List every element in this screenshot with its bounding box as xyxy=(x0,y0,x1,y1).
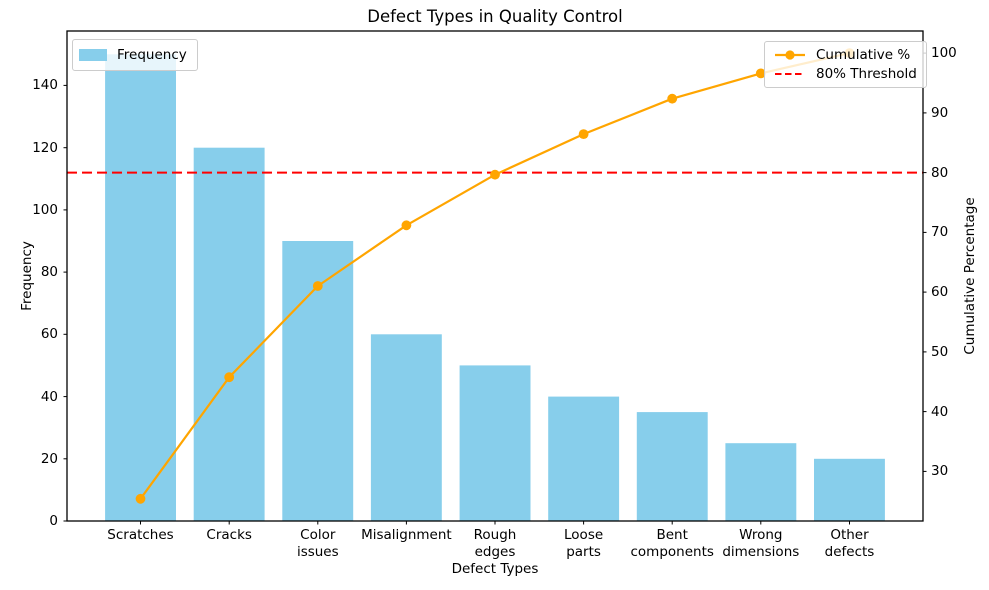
legend-cumulative-threshold: Cumulative % 80% Threshold xyxy=(764,41,927,88)
x-tick-label: Cracks xyxy=(206,527,252,543)
cumulative-marker xyxy=(224,372,235,383)
legend-frequency-label: Frequency xyxy=(117,47,187,63)
y-tick-label-right: 30 xyxy=(931,463,949,480)
frequency-bar xyxy=(193,147,265,521)
y-tick-label-left: 120 xyxy=(32,139,58,156)
y-tick-label-right: 80 xyxy=(931,164,949,181)
cumulative-marker xyxy=(490,169,500,180)
legend-frequency: Frequency xyxy=(72,39,198,71)
y-tick-label-left: 40 xyxy=(40,388,58,405)
x-tick-label: Bent components xyxy=(630,527,714,560)
x-tick-label: Rough edges xyxy=(473,527,517,560)
frequency-swatch-icon xyxy=(79,49,107,61)
cumulative-marker xyxy=(578,129,589,140)
y-tick-label-right: 40 xyxy=(931,403,949,420)
y-tick-label-left: 140 xyxy=(32,77,58,94)
y-tick-label-left: 0 xyxy=(49,513,58,529)
frequency-bar xyxy=(459,365,531,521)
cumulative-marker xyxy=(135,493,146,504)
x-tick-label: Color issues xyxy=(296,527,339,560)
x-tick-label: Wrong dimensions xyxy=(722,527,800,560)
y-axis-label-left: Frequency xyxy=(19,241,35,311)
y-axis-label-right: Cumulative Percentage xyxy=(962,197,978,355)
y-tick-label-left: 100 xyxy=(32,201,58,218)
threshold-dashed-line-icon xyxy=(775,73,805,75)
cumulative-line-marker-icon xyxy=(775,50,805,60)
cumulative-marker xyxy=(312,281,323,291)
legend-item-threshold: 80% Threshold xyxy=(774,66,917,82)
x-tick-label: Other defects xyxy=(824,527,875,560)
y-tick-label-right: 70 xyxy=(931,224,949,241)
y-tick-label-right: 50 xyxy=(931,343,949,360)
cumulative-marker xyxy=(401,220,412,231)
legend-threshold-label: 80% Threshold xyxy=(816,66,917,82)
y-tick-label-right: 100 xyxy=(931,45,957,62)
x-tick-label: Loose parts xyxy=(564,527,604,560)
chart-title: Defect Types in Quality Control xyxy=(367,7,623,26)
legend-cumulative-label: Cumulative % xyxy=(816,47,911,63)
frequency-bar xyxy=(814,458,885,521)
y-tick-label-right: 60 xyxy=(931,284,949,301)
y-tick-label-left: 80 xyxy=(40,264,58,281)
frequency-bar xyxy=(548,396,620,521)
y-tick-label-left: 60 xyxy=(40,326,58,343)
frequency-bar xyxy=(636,412,708,521)
x-axis-label: Defect Types xyxy=(451,561,539,577)
y-tick-label-right: 90 xyxy=(931,104,949,121)
frequency-bar xyxy=(370,334,442,521)
legend-item-cumulative: Cumulative % xyxy=(774,47,917,63)
frequency-bar xyxy=(105,54,176,522)
cumulative-marker xyxy=(667,93,678,104)
y-tick-label-left: 20 xyxy=(40,450,58,467)
x-tick-label: Scratches xyxy=(107,527,174,543)
x-tick-label: Misalignment xyxy=(361,527,452,543)
frequency-bar xyxy=(725,443,797,521)
cumulative-marker xyxy=(755,68,766,79)
